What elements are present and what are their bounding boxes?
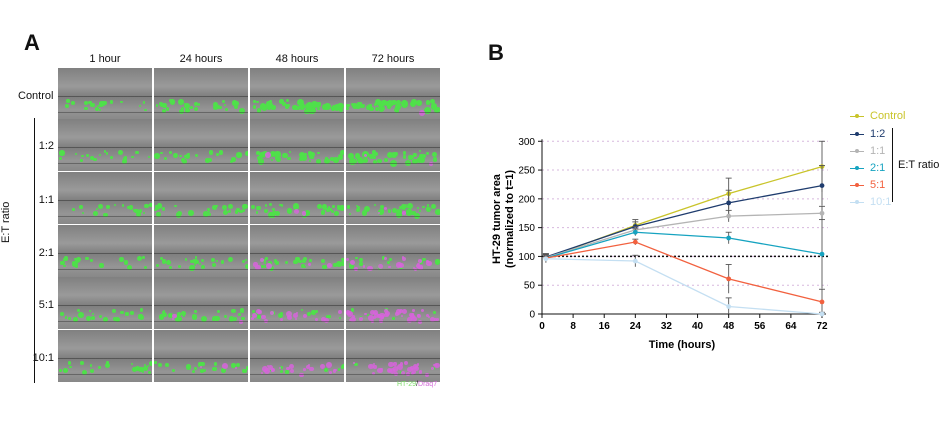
data-point [632,258,638,264]
data-point [726,235,732,241]
dye-legend-ht29: HT-29 [397,381,417,388]
x-tick-label: 40 [692,321,704,332]
y-axis-label: HT-29 tumor area [491,173,503,264]
legend-label: 10:1 [870,196,892,208]
panel-b-label: B [488,40,504,65]
ratio-axis-label: E:T ratio [0,201,12,243]
microscopy-image [346,225,440,277]
microscopy-image [58,68,152,120]
column-header-72-hours: 72 hours [371,53,415,65]
legend-label: 5:1 [870,179,886,191]
microscopy-image [250,172,344,224]
microscopy-image [346,119,440,171]
legend-swatch [850,166,864,170]
microscopy-image [250,277,344,329]
microscopy-image [250,330,344,382]
microscopy-image [58,225,152,277]
data-point [819,311,825,317]
legend-swatch [850,200,864,204]
microscopy-image [154,172,248,224]
x-tick-label: 16 [599,321,611,332]
data-point [632,229,638,235]
dye-legend-draq7: Draq7 [418,381,438,388]
row-label-5-1: 5:1 [38,299,54,311]
column-header-1-hour: 1 hour [89,53,121,65]
microscopy-image [346,330,440,382]
x-tick-label: 32 [661,321,673,332]
x-tick-label: 8 [570,321,576,332]
row-label-1-1: 1:1 [38,194,54,206]
column-header-48-hours: 48 hours [275,53,319,65]
microscopy-image [250,119,344,171]
series-line [545,241,823,303]
y-tick-label: 300 [518,137,535,148]
data-point [543,256,549,262]
x-tick-label: 56 [754,321,766,332]
row-label-2-1: 2:1 [38,247,54,259]
microscopy-image [346,277,440,329]
y-tick-label: 200 [518,194,535,205]
microscopy-image [346,68,440,120]
legend-group-label: E:T ratio [898,159,940,171]
legend-swatch [850,183,864,187]
microscopy-image [58,277,152,329]
y-axis-label: (normalized to t=1) [504,170,516,268]
column-header-24-hours: 24 hours [179,53,223,65]
series-line [545,212,823,259]
legend-label: 2:1 [870,162,886,174]
series-line [545,231,823,259]
microscopy-image [250,68,344,120]
legend-label: Control [870,110,906,122]
data-point [726,213,732,219]
legend-swatch [850,149,864,153]
data-point [726,200,732,206]
microscopy-image [154,225,248,277]
microscopy-image [154,119,248,171]
data-point [726,276,732,282]
series-line [545,258,823,315]
data-point [726,304,732,309]
y-tick-label: 100 [518,252,535,263]
row-label-10-1: 10:1 [32,352,54,364]
microscopy-image [250,225,344,277]
microscopy-image [58,172,152,224]
microscopy-image [346,172,440,224]
x-axis-label: Time (hours) [649,339,716,351]
x-tick-label: 64 [785,321,797,332]
row-label-control: Control [18,90,54,102]
y-tick-label: 50 [524,281,536,292]
x-tick-label: 48 [723,321,735,332]
x-tick-label: 72 [816,321,828,332]
microscopy-image [154,277,248,329]
microscopy-image [58,330,152,382]
y-tick-label: 0 [529,310,535,321]
tumor-area-line-chart: 0 50 100 150 200 250 300 0 8 16 24 32 40 48 56 64 72 Time… [491,137,828,351]
legend-label: 1:1 [870,145,886,157]
microscopy-image [154,68,248,120]
data-point [632,239,638,245]
legend-swatch [850,114,864,118]
x-tick-label: 0 [539,321,545,332]
row-label-1-2: 1:2 [38,140,54,152]
microscopy-image [154,330,248,382]
dye-legend-separator: / [416,381,419,388]
legend-group-bracket [892,128,893,202]
y-tick-label: 150 [518,223,535,234]
ratio-axis-line [34,118,35,383]
series-line [545,184,823,258]
data-point [819,251,825,257]
legend-label: 1:2 [870,128,886,140]
data-point [819,210,825,216]
data-point [819,299,825,305]
data-point [819,183,825,189]
microscopy-image [58,119,152,171]
panel-a-label: A [24,30,40,55]
legend-swatch [850,132,864,136]
dye-legend: HT-29/Draq7 [397,381,437,388]
y-tick-label: 250 [518,166,535,177]
x-tick-label: 24 [630,321,642,332]
